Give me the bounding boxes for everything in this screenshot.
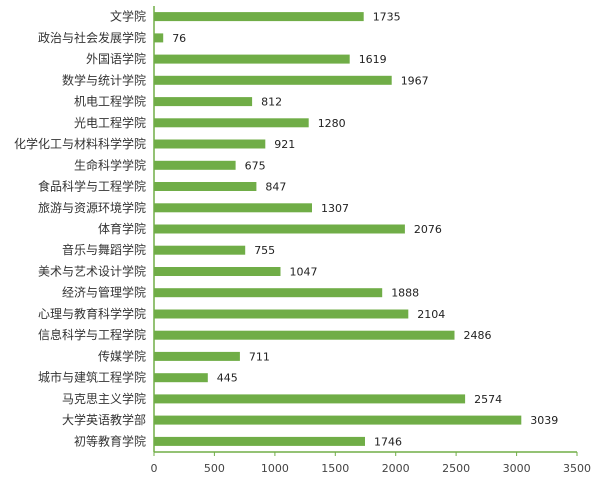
- value-label-20: 1746: [374, 435, 402, 448]
- bar-14: [154, 309, 409, 319]
- bar-17: [154, 373, 208, 383]
- value-label-18: 2574: [474, 393, 502, 406]
- bar-7: [154, 160, 236, 170]
- value-label-1: 76: [172, 32, 186, 45]
- bar-19: [154, 415, 522, 425]
- x-tick-label-0: 0: [151, 462, 158, 475]
- value-label-3: 1967: [401, 74, 429, 87]
- category-label-6: 化学化工与材料科学学院: [14, 136, 146, 151]
- x-tick-label-1: 500: [204, 462, 225, 475]
- bar-8: [154, 182, 257, 191]
- category-label-20: 初等教育学院: [74, 433, 146, 448]
- value-label-9: 1307: [321, 202, 349, 215]
- value-label-7: 675: [245, 159, 266, 172]
- category-label-0: 文学院: [110, 9, 146, 24]
- category-label-5: 光电工程学院: [74, 115, 146, 130]
- value-label-19: 3039: [530, 414, 558, 427]
- bar-18: [154, 394, 466, 404]
- category-label-3: 数学与统计学院: [62, 72, 146, 87]
- x-tick-label-7: 3500: [563, 462, 591, 475]
- category-label-2: 外国语学院: [86, 51, 146, 66]
- bar-15: [154, 330, 455, 340]
- bar-9: [154, 203, 312, 213]
- x-tick-label-2: 1000: [261, 462, 289, 475]
- value-label-12: 1047: [290, 266, 318, 279]
- category-label-4: 机电工程学院: [74, 94, 146, 109]
- category-label-15: 信息科学与工程学院: [38, 327, 146, 342]
- value-label-17: 445: [217, 372, 238, 385]
- value-label-15: 2486: [464, 329, 492, 342]
- value-label-16: 711: [249, 350, 270, 363]
- category-label-8: 食品科学与工程学院: [38, 179, 146, 194]
- bar-13: [154, 288, 383, 298]
- x-tick-label-3: 1500: [321, 462, 349, 475]
- x-tick-label-6: 3000: [503, 462, 531, 475]
- category-label-1: 政治与社会发展学院: [38, 30, 146, 45]
- category-label-12: 美术与艺术设计学院: [38, 264, 146, 279]
- category-label-11: 音乐与舞蹈学院: [62, 242, 146, 257]
- value-label-10: 2076: [414, 223, 442, 236]
- bar-16: [154, 351, 240, 361]
- category-label-14: 心理与教育科学学院: [38, 306, 146, 321]
- bar-10: [154, 224, 405, 234]
- bar-11: [154, 245, 246, 255]
- bar-6: [154, 139, 266, 149]
- value-label-2: 1619: [359, 53, 387, 66]
- bar-12: [154, 267, 281, 276]
- bar-5: [154, 118, 309, 128]
- bar-4: [154, 97, 253, 107]
- category-label-13: 经济与管理学院: [62, 285, 146, 300]
- bar-2: [154, 54, 350, 64]
- value-label-11: 755: [254, 244, 275, 257]
- value-label-4: 812: [261, 96, 282, 109]
- category-label-18: 马克思主义学院: [62, 391, 146, 406]
- category-label-9: 旅游与资源环境学院: [38, 200, 146, 215]
- category-label-7: 生命科学学院: [74, 157, 146, 172]
- x-tick-label-5: 2500: [442, 462, 470, 475]
- category-label-19: 大学英语教学部: [62, 412, 146, 427]
- value-label-14: 2104: [417, 308, 445, 321]
- bar-1: [154, 33, 164, 43]
- bar-3: [154, 75, 392, 85]
- bar-20: [154, 436, 365, 446]
- category-label-10: 体育学院: [98, 221, 146, 236]
- category-label-17: 城市与建筑工程学院: [38, 370, 146, 385]
- value-label-6: 921: [274, 138, 295, 151]
- value-label-13: 1888: [391, 287, 419, 300]
- value-label-0: 1735: [373, 11, 401, 24]
- value-label-8: 847: [265, 181, 286, 194]
- value-label-5: 1280: [318, 117, 346, 130]
- bar-0: [154, 12, 364, 22]
- x-tick-label-4: 2000: [382, 462, 410, 475]
- category-label-16: 传媒学院: [98, 348, 146, 363]
